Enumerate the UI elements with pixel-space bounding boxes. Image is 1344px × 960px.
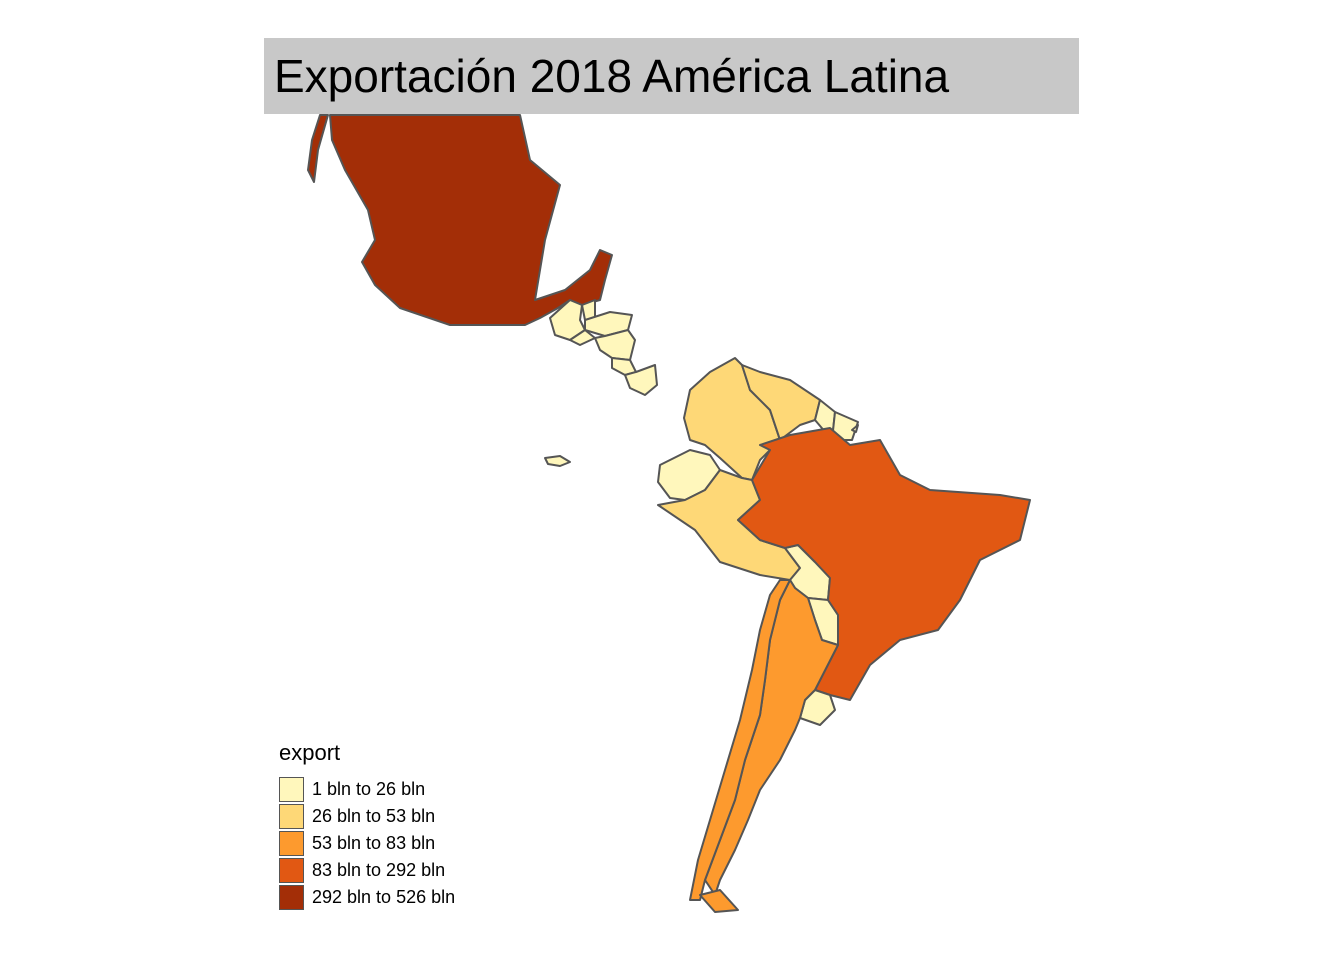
region-venezuela — [741, 364, 821, 441]
legend-item: 26 bln to 53 bln — [279, 803, 455, 830]
legend-swatch — [279, 804, 304, 829]
legend-swatch — [279, 885, 304, 910]
region-mexico-baja — [307, 114, 329, 183]
legend-label: 53 bln to 83 bln — [312, 833, 436, 853]
legend-label: 83 bln to 292 bln — [312, 860, 446, 880]
region-guatemala — [549, 299, 586, 341]
map-title: Exportación 2018 América Latina — [274, 50, 950, 102]
region-caribbean-islands — [851, 424, 859, 433]
region-colombia — [683, 357, 781, 481]
legend-item: 292 bln to 526 bln — [279, 884, 455, 911]
legend-title: export — [279, 740, 341, 765]
legend-item: 1 bln to 26 bln — [279, 776, 455, 803]
map-title-box: Exportación 2018 América Latina — [264, 38, 1079, 114]
legend-item: 53 bln to 83 bln — [279, 830, 455, 857]
region-mexico — [329, 114, 613, 326]
legend-swatch — [279, 831, 304, 856]
legend-swatch — [279, 858, 304, 883]
legend-item: 83 bln to 292 bln — [279, 857, 455, 884]
legend-swatch — [279, 777, 304, 802]
map-legend: export 1 bln to 26 bln 26 bln to 53 bln … — [279, 740, 455, 911]
region-brazil — [737, 427, 1031, 701]
region-nicaragua — [594, 329, 636, 361]
legend-label: 1 bln to 26 bln — [312, 779, 426, 799]
region-tierra-del-fuego — [699, 889, 739, 913]
region-chile — [689, 579, 791, 901]
region-panama — [624, 364, 658, 396]
legend-label: 26 bln to 53 bln — [312, 806, 436, 826]
region-galapagos — [544, 455, 571, 467]
legend-label: 292 bln to 526 bln — [312, 887, 456, 907]
